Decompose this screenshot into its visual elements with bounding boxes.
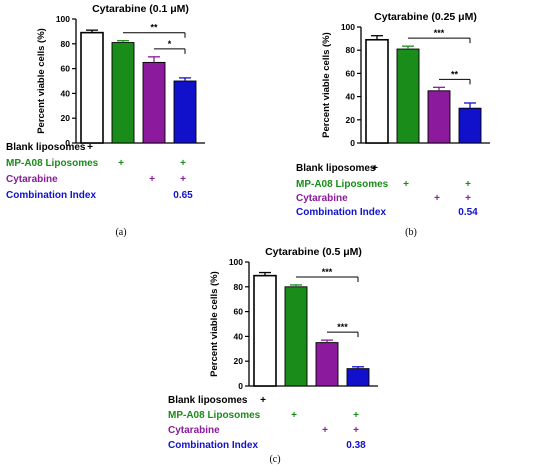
treatment-plus: + (291, 410, 297, 421)
treatment-row-label: Combination Index (6, 190, 96, 201)
significance-label: *** (322, 267, 333, 277)
treatment-plus: + (149, 174, 155, 185)
bar (112, 43, 134, 143)
y-tick-label: 80 (234, 282, 244, 292)
y-tick-label: 40 (346, 92, 356, 102)
panel-label: (a) (115, 227, 126, 238)
bar (254, 276, 276, 386)
treatment-row-label: Cytarabine (296, 193, 348, 204)
combination-index-value: 0.65 (173, 190, 193, 201)
chart-panel-2: Cytarabine (0.25 μM) Percent viable cells… (296, 11, 490, 238)
chart-title: Cytarabine (0.1 μM) (92, 3, 189, 15)
significance-label: ** (150, 23, 158, 33)
y-axis-label: Percent viable cells (%) (321, 32, 332, 138)
y-tick-label: 100 (229, 257, 243, 267)
treatment-row-label: MP-A08 Liposomes (6, 158, 99, 169)
treatment-row-label: Combination Index (296, 207, 386, 218)
bar (143, 62, 165, 143)
y-tick-label: 40 (234, 331, 244, 341)
bar (285, 287, 307, 386)
chart-panel-1: Cytarabine (0.1 μM) Percent viable cells … (6, 3, 205, 238)
significance-label: * (168, 39, 172, 49)
y-tick-label: 0 (350, 138, 355, 148)
treatment-plus: + (353, 425, 359, 436)
significance-label: ** (451, 69, 459, 79)
y-tick-label: 20 (234, 356, 244, 366)
y-tick-label: 20 (346, 115, 356, 125)
bar (459, 108, 481, 143)
bar (174, 81, 196, 143)
y-tick-label: 100 (56, 14, 70, 24)
treatment-row-label: Cytarabine (168, 425, 220, 436)
treatment-plus: + (372, 163, 378, 174)
y-tick-label: 0 (238, 381, 243, 391)
y-axis-label: Percent viable cells (%) (36, 28, 47, 134)
treatment-plus: + (465, 179, 471, 190)
panel-label: (b) (405, 227, 417, 238)
combination-index-value: 0.38 (346, 440, 366, 451)
treatment-plus: + (260, 395, 266, 406)
treatment-plus: + (322, 425, 328, 436)
treatment-plus: + (87, 142, 93, 153)
y-tick-label: 80 (346, 45, 356, 55)
treatment-row-label: Blank liposomes (6, 142, 86, 153)
treatment-plus: + (403, 179, 409, 190)
bar (316, 343, 338, 386)
bar (81, 33, 103, 143)
y-tick-label: 80 (61, 39, 71, 49)
treatment-row-label: Blank liposomes (296, 163, 376, 174)
treatment-row-label: MP-A08 Liposomes (296, 179, 389, 190)
significance-label: *** (337, 322, 348, 332)
y-tick-label: 60 (234, 307, 244, 317)
bar (397, 49, 419, 143)
treatment-plus: + (434, 193, 440, 204)
combination-index-value: 0.54 (458, 207, 478, 218)
y-tick-label: 40 (61, 88, 71, 98)
chart-panel-3: Cytarabine (0.5 μM) Percent viable cells … (168, 246, 378, 465)
y-tick-label: 100 (341, 22, 355, 32)
chart-title: Cytarabine (0.5 μM) (265, 246, 362, 258)
significance-label: *** (434, 28, 445, 38)
bar (366, 40, 388, 143)
chart-title: Cytarabine (0.25 μM) (374, 11, 477, 23)
treatment-plus: + (118, 158, 124, 169)
bar (428, 91, 450, 143)
treatment-plus: + (180, 158, 186, 169)
bar (347, 369, 369, 386)
treatment-plus: + (353, 410, 359, 421)
treatment-plus: + (465, 193, 471, 204)
treatment-row-label: Blank liposomes (168, 395, 248, 406)
y-axis-label: Percent viable cells (%) (209, 271, 220, 377)
panel-label: (c) (269, 454, 280, 465)
treatment-row-label: Cytarabine (6, 174, 58, 185)
y-tick-label: 20 (61, 113, 71, 123)
treatment-plus: + (180, 174, 186, 185)
y-tick-label: 60 (61, 64, 71, 74)
y-tick-label: 60 (346, 68, 356, 78)
treatment-row-label: Combination Index (168, 440, 258, 451)
treatment-row-label: MP-A08 Liposomes (168, 410, 261, 421)
